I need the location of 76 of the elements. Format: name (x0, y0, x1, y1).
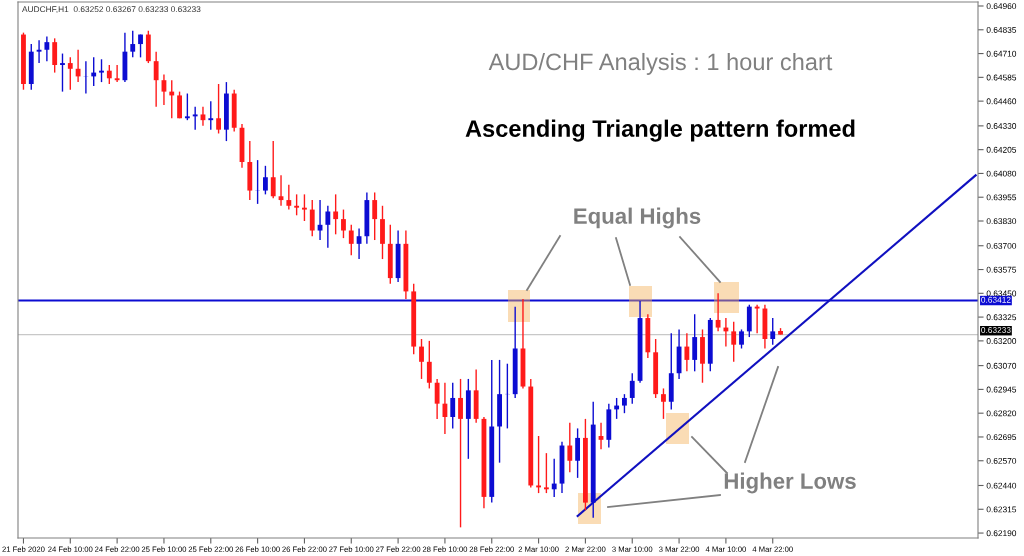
y-tick-label: 0.62190 (986, 530, 1017, 537)
y-tick-label: 0.63700 (986, 242, 1017, 249)
candlestick (629, 372, 635, 405)
candlestick (692, 313, 698, 373)
candlestick (270, 140, 276, 199)
candlestick (216, 83, 221, 135)
candlestick (60, 52, 65, 93)
candlestick (114, 64, 120, 83)
candlestick (715, 292, 721, 333)
y-tick-label: 0.62945 (986, 386, 1017, 393)
candlestick (52, 37, 58, 74)
candlestick (294, 193, 300, 216)
candlestick (208, 100, 214, 131)
candlestick (325, 205, 331, 249)
candlestick (67, 56, 73, 91)
annotation: Higher Lows (724, 472, 856, 494)
y-tick-label: 0.63830 (986, 218, 1017, 225)
y-tick-label: 0.64585 (986, 74, 1017, 81)
candlestick (75, 49, 81, 83)
y-tick-label: 0.64205 (986, 146, 1017, 153)
candlestick (419, 338, 424, 380)
text: AUD/CHF Analysis : 1 hour chart (488, 52, 833, 75)
text: Ascending Triangle pattern formed (465, 119, 855, 142)
candlestick (255, 159, 261, 205)
candlestick (458, 378, 463, 529)
candlestick (543, 452, 549, 494)
candlestick (739, 328, 744, 350)
y-tick-label: 0.64330 (986, 123, 1017, 129)
candlestick (426, 340, 432, 390)
y-tick-label: 0.62570 (986, 457, 1017, 464)
candlestick (341, 208, 346, 239)
candlestick (450, 382, 456, 430)
y-tick-label: 0.62315 (986, 506, 1017, 513)
y-tick-label: 0.62440 (986, 482, 1017, 489)
y-tick-label: 0.63070 (986, 362, 1017, 369)
candlestick (192, 106, 198, 131)
candlestick (263, 165, 268, 196)
y-tick-label: 0.63575 (986, 266, 1017, 273)
ref-line-label: 0.63233 (981, 327, 1011, 333)
y-tick-label: 0.62695 (986, 434, 1017, 441)
candlestick (567, 421, 573, 473)
y-tick-label: 0.63200 (986, 338, 1017, 344)
candlestick (770, 317, 776, 346)
y-tick-label: 0.63450 (986, 290, 1017, 297)
y-tick-label: 0.64835 (986, 26, 1017, 33)
annotation: AUDCHF,H1 0.63252 0.63267 0.63233 0.63233 (22, 6, 201, 14)
candlestick (333, 193, 339, 236)
candlestick (130, 30, 136, 59)
y-tick-label: 0.63955 (986, 194, 1017, 201)
candlestick (177, 90, 182, 119)
y-tick-label: 0.62820 (986, 410, 1017, 417)
candlestick (434, 378, 440, 420)
y-tick-label: 0.64460 (986, 98, 1017, 105)
ref-line-label: 0.63412 (981, 296, 1011, 303)
candlestick (575, 427, 581, 479)
candlestick (754, 304, 760, 334)
y-tick-label: 0.64080 (986, 170, 1017, 177)
candlestick (286, 184, 292, 211)
annotation: Equal Highs (574, 207, 701, 229)
candlestick (302, 193, 307, 222)
candlestick (731, 321, 737, 363)
candlestick (99, 58, 104, 83)
y-tick-label: 0.64960 (986, 3, 1017, 10)
candlestick (106, 64, 112, 85)
candlestick (661, 387, 666, 420)
candlestick (622, 393, 627, 414)
candlestick (536, 435, 541, 494)
candlestick (372, 191, 378, 241)
y-tick-label: 0.64710 (986, 50, 1017, 57)
candlestick (153, 50, 159, 108)
candlestick (184, 92, 190, 121)
y-tick-label: 0.63325 (986, 314, 1017, 321)
candlestick (309, 199, 315, 237)
candlestick (44, 35, 50, 62)
candlestick (684, 332, 690, 373)
candlestick (348, 224, 354, 256)
